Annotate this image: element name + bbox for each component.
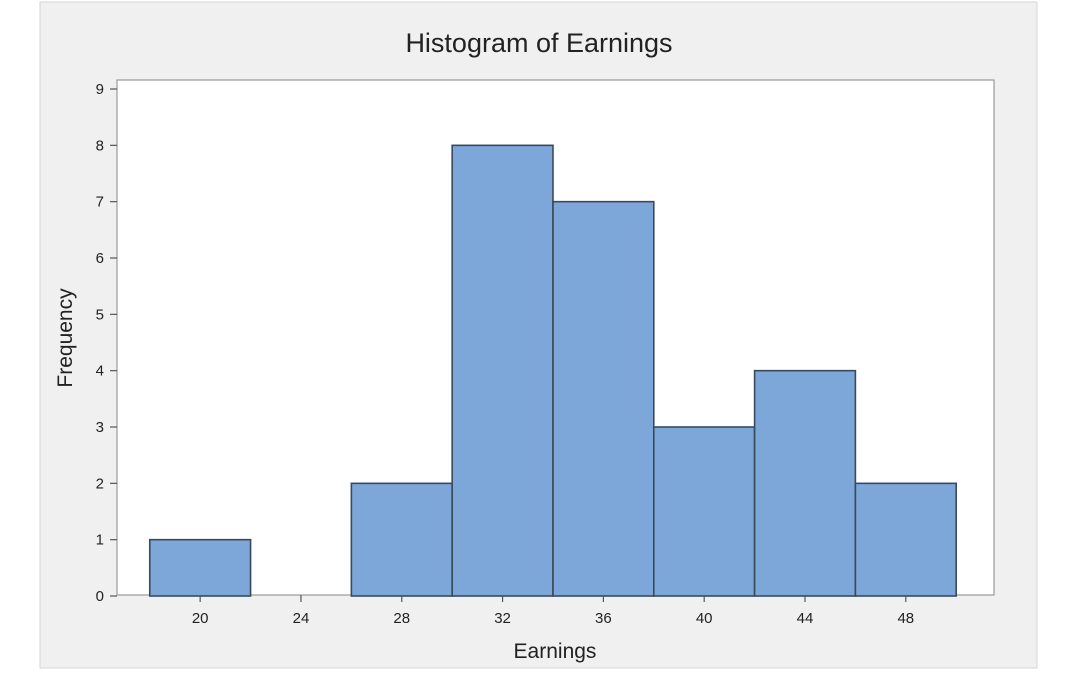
y-axis: 0 1 2 3 4 5 6 7 8 9 <box>96 81 117 605</box>
x-tick-label: 40 <box>696 610 713 627</box>
histogram-bar <box>350 482 453 597</box>
y-axis-label: Frequency <box>54 288 77 388</box>
y-tick-label: 8 <box>96 137 104 154</box>
y-tick-label: 7 <box>96 194 104 211</box>
x-tick-label: 36 <box>595 610 612 627</box>
histogram-bar <box>451 144 554 597</box>
x-tick-label: 44 <box>797 610 814 627</box>
y-tick-label: 4 <box>96 363 104 380</box>
histogram-bar <box>854 482 957 597</box>
x-tick-label: 24 <box>293 610 310 627</box>
x-axis-label: Earnings <box>514 640 597 663</box>
x-tick-label: 28 <box>393 610 410 627</box>
y-tick-label: 9 <box>96 81 104 98</box>
x-tick-label: 20 <box>192 610 209 627</box>
y-tick-label: 6 <box>96 250 104 267</box>
histogram-bar <box>753 369 857 597</box>
histogram-bar <box>552 200 655 597</box>
y-tick-label: 3 <box>96 419 104 436</box>
bars-group <box>148 144 957 597</box>
x-tick-label: 32 <box>494 610 511 627</box>
histogram-bar <box>652 426 756 597</box>
y-tick-label: 1 <box>96 532 104 549</box>
histogram-bar <box>148 538 252 597</box>
y-tick-label: 2 <box>96 475 104 492</box>
x-tick-label: 48 <box>897 610 914 627</box>
x-axis: 20 24 28 32 36 40 44 48 <box>192 595 914 627</box>
y-tick-label: 0 <box>96 588 104 605</box>
y-tick-label: 5 <box>96 306 104 323</box>
chart-title: Histogram of Earnings <box>405 28 672 58</box>
